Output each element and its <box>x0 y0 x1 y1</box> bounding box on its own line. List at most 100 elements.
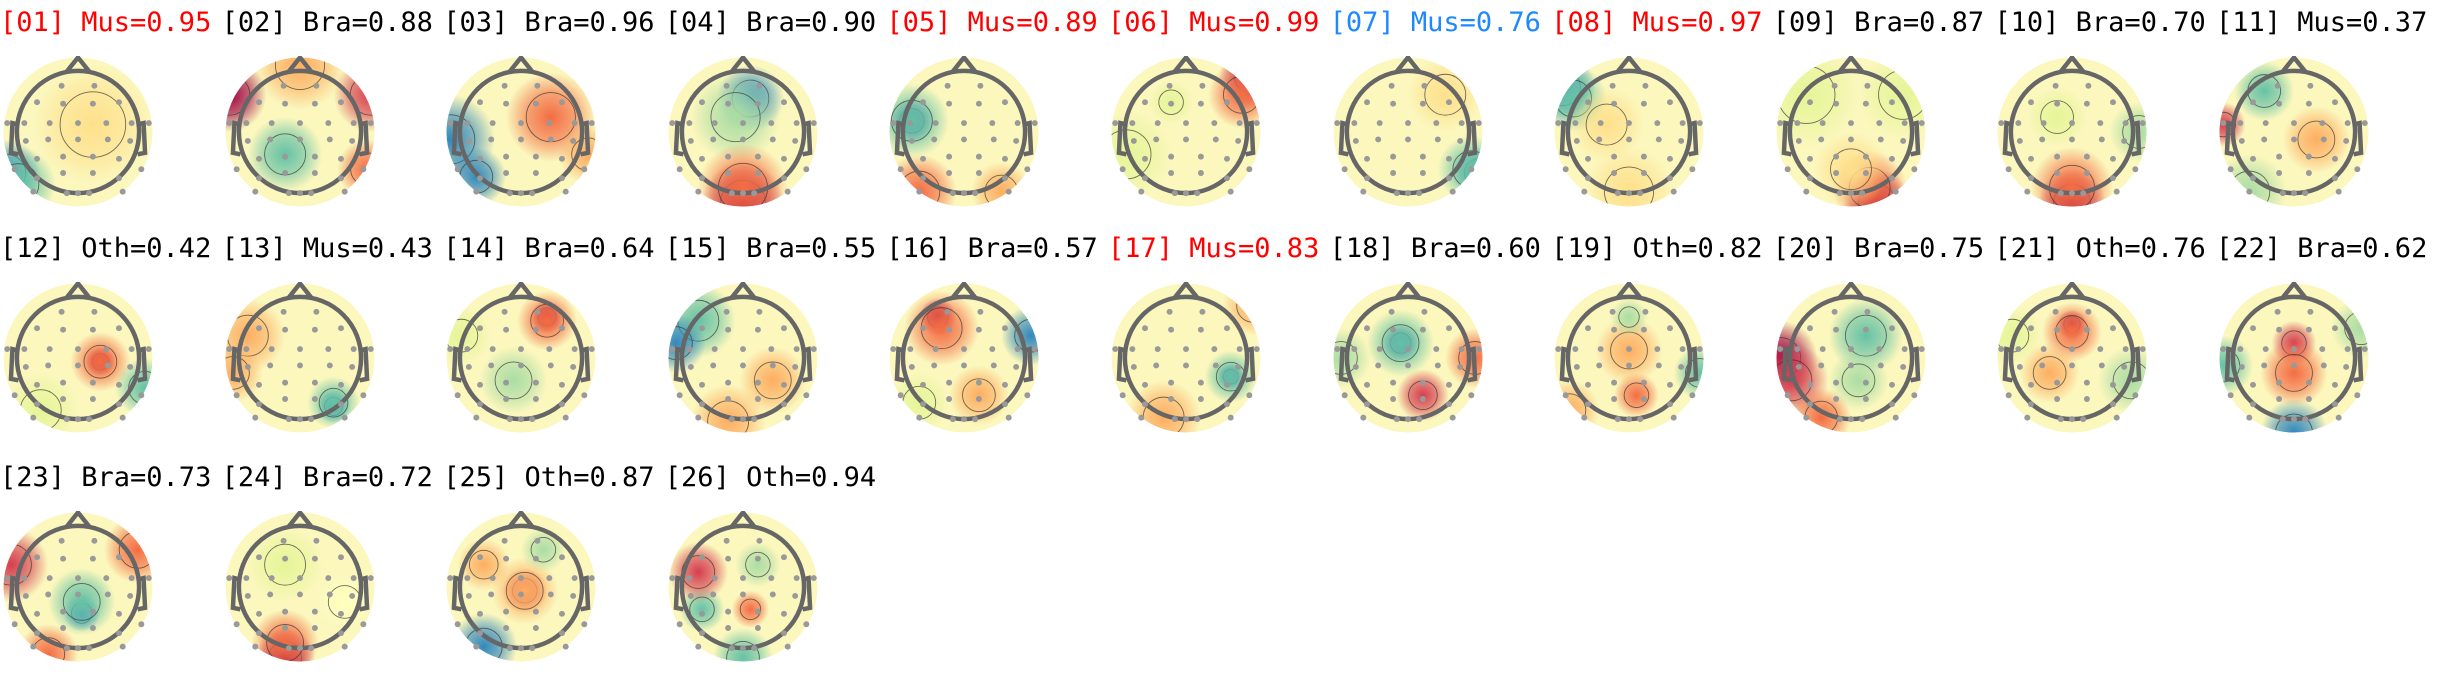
electrode <box>1227 188 1234 195</box>
electrode <box>1142 401 1148 408</box>
electrode <box>1415 416 1422 423</box>
electrode <box>1555 346 1562 353</box>
component-title: [16] Bra=0.57 <box>886 233 1098 264</box>
electrode <box>2132 392 2139 399</box>
electrode <box>756 82 763 89</box>
electrode <box>1888 401 1895 408</box>
field-blob <box>247 527 322 602</box>
field-blob <box>712 627 773 662</box>
electrode <box>326 362 333 369</box>
electrode <box>1434 362 1441 369</box>
electrode <box>116 155 122 162</box>
electrode <box>359 621 366 628</box>
field-blob <box>1673 346 1704 399</box>
electrode <box>2276 153 2283 160</box>
electrode <box>501 82 508 89</box>
electrode <box>724 326 731 333</box>
electrode <box>780 325 787 332</box>
electrode <box>58 537 65 544</box>
electrodes <box>1777 82 1925 197</box>
electrode <box>2054 100 2061 107</box>
electrode <box>268 346 275 353</box>
electrode <box>1858 416 1865 423</box>
electrode <box>2332 99 2338 106</box>
electrode <box>89 379 96 386</box>
electrode <box>46 120 53 127</box>
component-title: [15] Bra=0.55 <box>664 233 877 264</box>
electrode <box>1611 100 1618 107</box>
electrode <box>1667 401 1674 408</box>
topomap <box>225 511 375 662</box>
electrode <box>2110 155 2117 162</box>
electrode <box>1419 170 1426 176</box>
electrode <box>91 82 98 89</box>
electrode <box>2227 392 2234 399</box>
component-title: [25] Oth=0.87 <box>443 462 655 493</box>
electrode <box>1626 346 1633 353</box>
electrode <box>138 166 145 173</box>
component-title: [10] Bra=0.70 <box>1994 7 2206 38</box>
electrode <box>2320 362 2327 369</box>
electrode <box>533 153 540 160</box>
contour-line <box>2033 356 2067 390</box>
electrode <box>348 592 355 599</box>
electrode <box>2084 153 2091 160</box>
electrode <box>1679 346 1686 353</box>
electrode <box>145 575 152 582</box>
topomap <box>1554 282 1704 433</box>
electrode <box>1199 82 1206 89</box>
electrode <box>1475 120 1482 127</box>
electrode <box>1626 136 1633 143</box>
component-20: [20] Bra=0.75 <box>1773 232 1995 457</box>
electrode <box>507 416 513 423</box>
electrode <box>739 645 746 652</box>
component-title: [11] Mus=0.37 <box>2216 7 2428 38</box>
topomap <box>668 511 818 662</box>
electrode <box>754 100 761 107</box>
electrode <box>791 592 798 599</box>
electrode <box>34 99 40 106</box>
electrode <box>2097 120 2104 127</box>
electrode <box>60 555 67 562</box>
electrode <box>1363 325 1370 332</box>
electrode <box>2084 396 2091 402</box>
electrode <box>728 645 735 652</box>
electrode <box>769 136 776 143</box>
electrode <box>1432 120 1439 127</box>
electrode <box>2110 99 2117 106</box>
electrode <box>780 401 787 408</box>
electrode <box>1696 120 1703 127</box>
electrode <box>2039 136 2046 143</box>
topomap <box>1997 56 2147 207</box>
electrode <box>931 362 938 369</box>
electrode <box>2121 137 2128 144</box>
electrode <box>2121 363 2128 370</box>
electrodes <box>4 308 152 423</box>
electrode <box>1006 414 1013 421</box>
electrode <box>2054 170 2061 176</box>
electrode <box>350 346 357 353</box>
electrode <box>2069 120 2076 127</box>
electrode <box>2237 346 2244 353</box>
field-blob <box>3 527 49 602</box>
electrode <box>533 326 540 333</box>
electrode <box>784 643 791 650</box>
component-15: [15] Bra=0.55 <box>665 232 887 457</box>
electrode <box>1183 416 1189 423</box>
field-blob <box>2331 298 2369 358</box>
electrodes <box>1333 308 1482 423</box>
contour-line <box>1423 73 1466 116</box>
contour-line <box>506 571 544 610</box>
topomap <box>1333 56 1483 207</box>
electrode <box>1689 392 1696 399</box>
electrode <box>1333 120 1340 127</box>
electrode <box>724 396 731 402</box>
electrode <box>1572 120 1579 127</box>
electrode <box>1888 381 1895 388</box>
electrode <box>2361 120 2368 127</box>
component-07: [07] Mus=0.76 <box>1330 6 1552 231</box>
electrode <box>1235 363 1242 370</box>
component-title: [03] Bra=0.96 <box>443 7 655 38</box>
electrode <box>1832 170 1839 176</box>
component-title: [22] Bra=0.62 <box>2216 233 2428 264</box>
